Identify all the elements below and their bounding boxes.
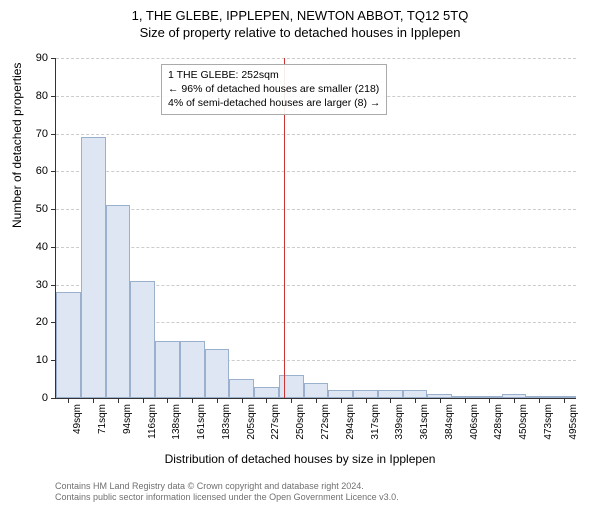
xtick-label: 428sqm	[493, 404, 504, 440]
histogram-bar	[130, 281, 155, 398]
xtick-mark	[489, 398, 490, 403]
histogram-bar	[403, 390, 428, 398]
ytick-label: 40	[36, 241, 56, 253]
histogram-bar	[205, 349, 230, 398]
xtick-label: 250sqm	[295, 404, 306, 440]
xtick-mark	[93, 398, 94, 403]
xtick-mark	[118, 398, 119, 403]
histogram-bar	[155, 341, 180, 398]
ytick-label: 80	[36, 90, 56, 102]
histogram-bar	[180, 341, 205, 398]
xtick-mark	[192, 398, 193, 403]
ytick-label: 10	[36, 354, 56, 366]
xtick-label: 339sqm	[394, 404, 405, 440]
xtick-mark	[266, 398, 267, 403]
xtick-mark	[217, 398, 218, 403]
ytick-label: 30	[36, 279, 56, 291]
xtick-label: 94sqm	[122, 404, 133, 434]
xtick-label: 384sqm	[444, 404, 455, 440]
chart-title-line2: Size of property relative to detached ho…	[0, 25, 600, 40]
xtick-label: 272sqm	[320, 404, 331, 440]
xtick-mark	[564, 398, 565, 403]
xtick-label: 450sqm	[518, 404, 529, 440]
xtick-mark	[242, 398, 243, 403]
xtick-mark	[440, 398, 441, 403]
xtick-label: 227sqm	[270, 404, 281, 440]
ytick-label: 90	[36, 52, 56, 64]
xtick-label: 116sqm	[147, 404, 158, 439]
histogram-bar	[328, 390, 353, 398]
xtick-label: 495sqm	[568, 404, 579, 440]
annotation-line: ← 96% of detached houses are smaller (21…	[168, 82, 380, 96]
xtick-mark	[390, 398, 391, 403]
xtick-label: 138sqm	[171, 404, 182, 440]
histogram-bar	[56, 292, 81, 398]
histogram-bar	[254, 387, 279, 398]
histogram-bar	[304, 383, 329, 398]
x-axis-label: Distribution of detached houses by size …	[0, 452, 600, 466]
xtick-mark	[514, 398, 515, 403]
grid-line	[56, 134, 576, 135]
chart-plot-area: 010203040506070809049sqm71sqm94sqm116sqm…	[55, 58, 576, 399]
xtick-mark	[316, 398, 317, 403]
xtick-mark	[415, 398, 416, 403]
histogram-bar	[229, 379, 254, 398]
xtick-mark	[68, 398, 69, 403]
xtick-label: 205sqm	[246, 404, 257, 440]
xtick-mark	[465, 398, 466, 403]
xtick-label: 161sqm	[196, 404, 207, 440]
grid-line	[56, 58, 576, 59]
ytick-label: 50	[36, 203, 56, 215]
histogram-bar	[81, 137, 106, 398]
ytick-label: 60	[36, 165, 56, 177]
footer-line-2: Contains public sector information licen…	[55, 492, 399, 504]
histogram-bar	[106, 205, 131, 398]
chart-footer: Contains HM Land Registry data © Crown c…	[55, 481, 399, 504]
xtick-mark	[341, 398, 342, 403]
annotation-line: 4% of semi-detached houses are larger (8…	[168, 96, 380, 110]
grid-line	[56, 171, 576, 172]
chart-title-line1: 1, THE GLEBE, IPPLEPEN, NEWTON ABBOT, TQ…	[0, 8, 600, 23]
xtick-mark	[366, 398, 367, 403]
footer-line-1: Contains HM Land Registry data © Crown c…	[55, 481, 399, 493]
xtick-label: 294sqm	[345, 404, 356, 440]
histogram-bar	[378, 390, 403, 398]
ytick-label: 70	[36, 128, 56, 140]
xtick-label: 361sqm	[419, 404, 430, 440]
ytick-label: 0	[42, 392, 56, 404]
xtick-label: 71sqm	[97, 404, 108, 434]
xtick-label: 49sqm	[72, 404, 83, 434]
xtick-mark	[291, 398, 292, 403]
histogram-bar	[353, 390, 378, 398]
xtick-mark	[143, 398, 144, 403]
xtick-label: 473sqm	[543, 404, 554, 440]
xtick-label: 183sqm	[221, 404, 232, 440]
xtick-mark	[167, 398, 168, 403]
grid-line	[56, 209, 576, 210]
y-axis-label: Number of detached properties	[10, 63, 24, 228]
histogram-bar	[279, 375, 304, 398]
grid-line	[56, 247, 576, 248]
xtick-label: 406sqm	[469, 404, 480, 440]
annotation-box: 1 THE GLEBE: 252sqm← 96% of detached hou…	[161, 64, 387, 115]
xtick-label: 317sqm	[370, 404, 381, 440]
annotation-line: 1 THE GLEBE: 252sqm	[168, 68, 380, 82]
xtick-mark	[539, 398, 540, 403]
ytick-label: 20	[36, 316, 56, 328]
